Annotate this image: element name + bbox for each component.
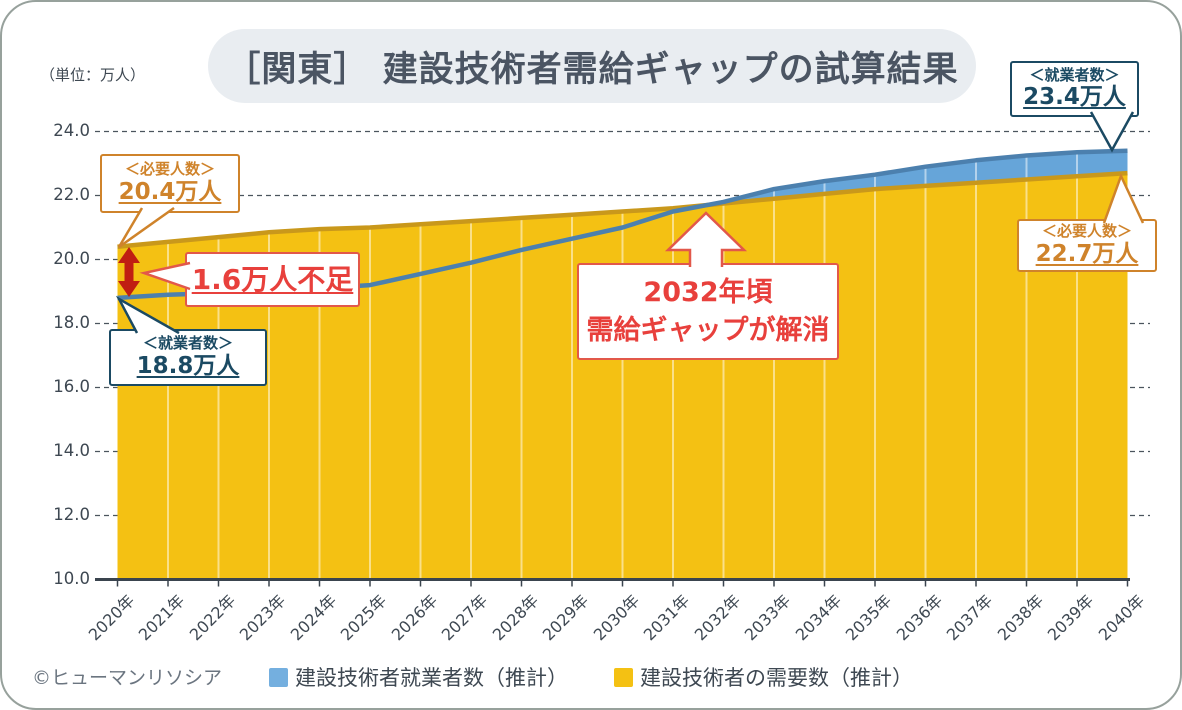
legend-label: 建設技術者の需要数（推計）: [640, 666, 913, 690]
annotation-value: 20.4万人: [118, 178, 222, 205]
annotation-required-2040: ＜必要人数＞ 22.7万人: [1017, 219, 1157, 272]
annotation-value: 22.7万人: [1035, 240, 1139, 267]
legend-item: 建設技術者の需要数（推計）: [614, 662, 913, 692]
annotation-label: ＜必要人数＞: [124, 160, 215, 179]
legend-swatch-icon: [614, 667, 633, 687]
copyright: ©ヒューマンリソシア: [32, 667, 223, 689]
y-tick-label: 24.0: [53, 120, 90, 140]
y-tick-label: 16.0: [53, 376, 90, 396]
y-tick-label: 14.0: [53, 440, 90, 460]
unit-label: （単位：万人）: [40, 66, 146, 84]
legend-label: 建設技術者就業者数（推計）: [295, 666, 568, 690]
annotation-crossover: 2032年頃 需給ギャップが解消: [577, 263, 839, 360]
y-tick-label: 20.0: [53, 248, 90, 268]
chart-title: ［関東］ 建設技術者需給ギャップの試算結果: [225, 49, 959, 90]
annotation-required-2020: ＜必要人数＞ 20.4万人: [100, 154, 240, 213]
demand-line: [117, 170, 1128, 249]
annotation-workers-2040: ＜就業者数＞ 23.4万人: [1010, 61, 1139, 117]
y-tick-label: 22.0: [53, 184, 90, 204]
y-tick-label: 18.0: [53, 312, 90, 332]
legend-item: 建設技術者就業者数（推計）: [269, 662, 568, 692]
annotation-gap-text: 1.6万人不足: [191, 262, 354, 296]
chart-title-pill: ［関東］ 建設技術者需給ギャップの試算結果: [208, 29, 976, 103]
annotation-workers-2020: ＜就業者数＞ 18.8万人: [109, 329, 267, 386]
y-tick-label: 10.0: [53, 568, 90, 588]
y-tick-label: 12.0: [53, 504, 90, 524]
annotation-label: ＜就業者数＞: [1029, 65, 1120, 84]
annotation-gap-2020: 1.6万人不足: [185, 252, 360, 307]
annotation-label: ＜就業者数＞: [142, 334, 233, 353]
annotation-value: 18.8万人: [136, 352, 240, 379]
annotation-value: 23.4万人: [1023, 84, 1126, 111]
legend-swatch-icon: [269, 667, 288, 687]
annotation-label: ＜必要人数＞: [1041, 222, 1132, 241]
crossover-line2: 需給ギャップが解消: [586, 314, 830, 346]
crossover-line1: 2032年頃: [643, 276, 773, 308]
legend: 建設技術者就業者数（推計） 建設技術者の需要数（推計）: [2, 662, 1180, 692]
